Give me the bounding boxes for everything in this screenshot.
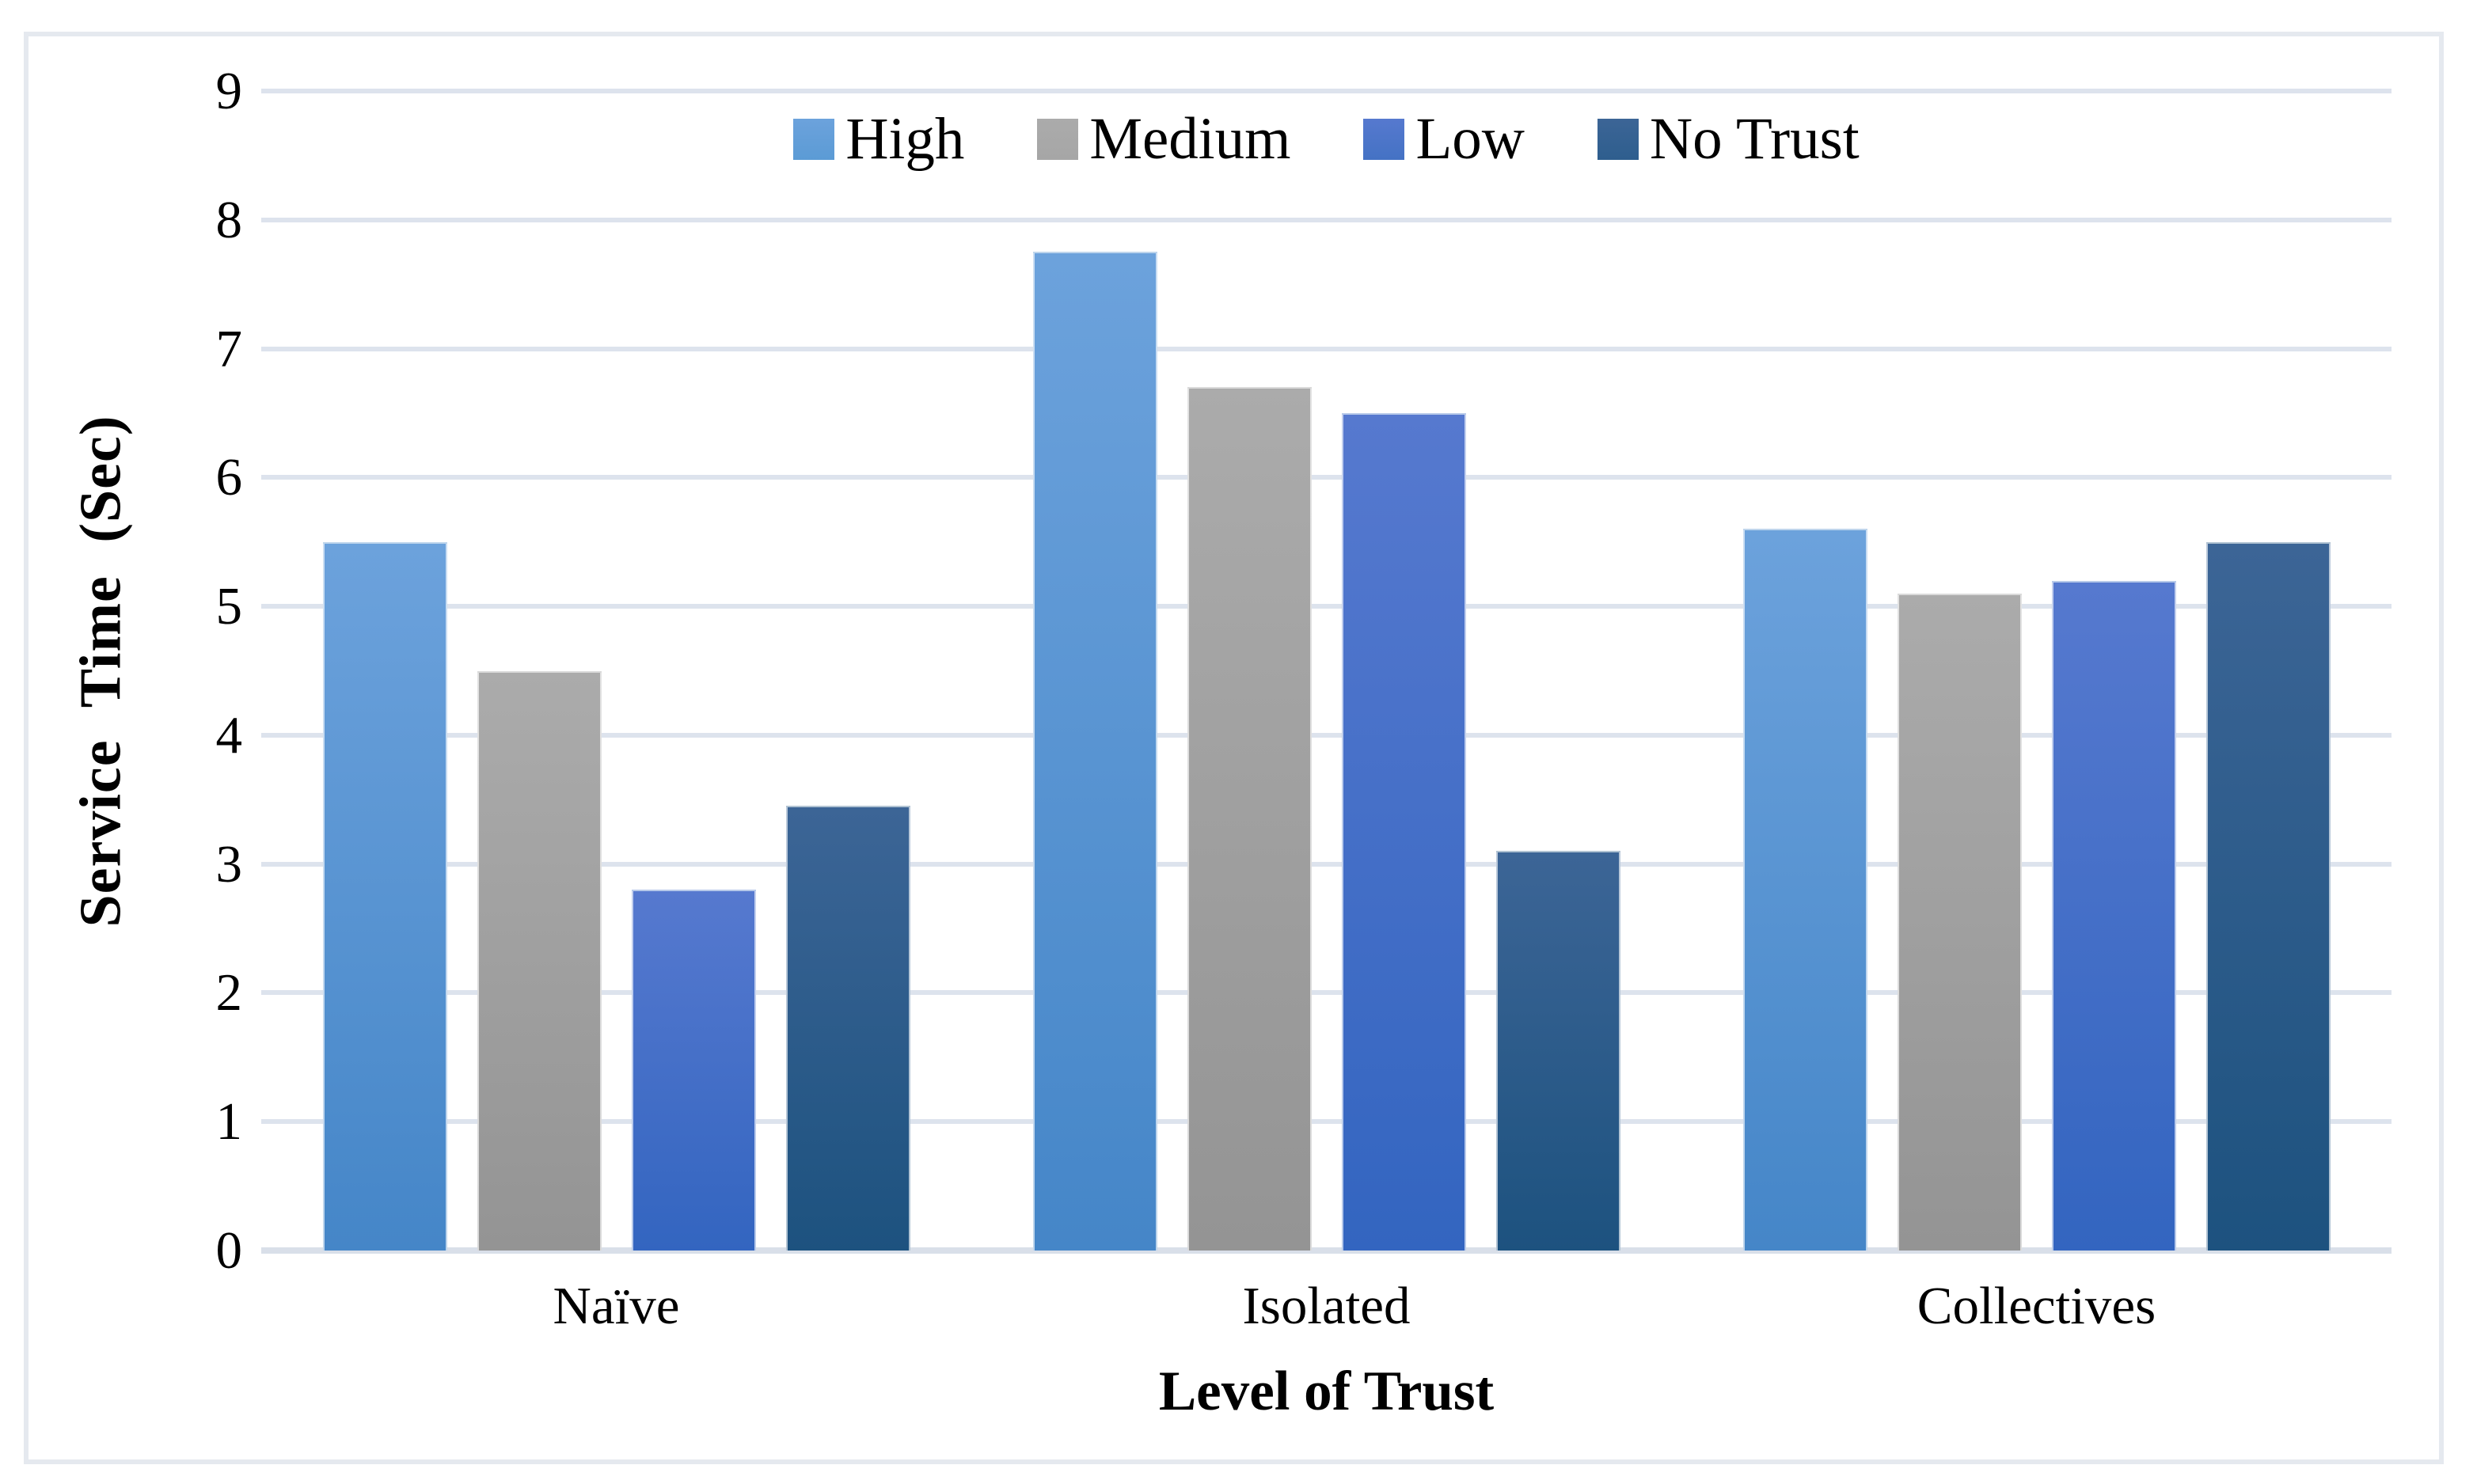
bar-medium-na-ve — [477, 670, 602, 1251]
plot-area: 0 1 2 3 4 5 6 7 8 9 — [216, 65, 2392, 1277]
y-tick-label-6: 6 — [215, 448, 243, 507]
legend-label-no-trust: No Trust — [1649, 106, 1860, 172]
y-tick-label-3: 3 — [215, 834, 243, 894]
bar-no-trust-isolated — [1495, 851, 1620, 1251]
bar-high-collectives — [1742, 529, 1867, 1251]
legend-label-medium: Medium — [1089, 106, 1291, 172]
legend-item-no-trust: No Trust — [1597, 106, 1860, 172]
y-tick-label-2: 2 — [215, 963, 243, 1023]
gridline — [261, 1119, 2392, 1125]
gridline — [261, 732, 2392, 738]
legend-swatch-medium — [1037, 118, 1079, 160]
bar-high-isolated — [1032, 252, 1157, 1251]
legend-item-high: High — [793, 109, 964, 169]
y-tick-label-9: 9 — [215, 62, 243, 120]
bar-low-isolated — [1341, 412, 1466, 1251]
y-tick-label-7: 7 — [215, 319, 243, 378]
gridline — [261, 217, 2392, 222]
legend-swatch-high — [793, 118, 835, 160]
bar-groups — [261, 91, 2392, 1251]
x-tick-label-na-ve: Naïve — [553, 1277, 680, 1335]
legend-label-high: High — [845, 106, 965, 172]
bar-group-na-ve — [261, 91, 971, 1251]
y-tick-label-5: 5 — [215, 577, 243, 636]
bar-medium-collectives — [1897, 593, 2022, 1251]
bar-low-collectives — [2051, 580, 2176, 1251]
y-tick-label-8: 8 — [215, 190, 243, 249]
x-axis-title: Level of Trust — [1158, 1361, 1495, 1422]
gridline — [261, 475, 2392, 480]
gridline — [261, 346, 2392, 351]
bar-group-collectives — [1681, 91, 2392, 1251]
legend-item-medium: Medium — [1037, 109, 1290, 169]
legend-item-low: Low — [1363, 106, 1525, 172]
bar-medium-isolated — [1187, 387, 1312, 1251]
gridline — [261, 861, 2392, 867]
legend: High Medium Low No Trust — [261, 109, 2392, 169]
bar-group-isolated — [971, 91, 1681, 1251]
y-axis-title: Service Time (Sec) — [68, 415, 134, 928]
bar-high-na-ve — [322, 541, 447, 1251]
x-axis-line — [261, 1247, 2392, 1254]
y-tick-label-1: 1 — [215, 1092, 243, 1152]
gridline — [261, 89, 2392, 93]
x-axis-category-labels: Naïve Isolated Collectives — [261, 1276, 2392, 1337]
x-tick-label-collectives: Collectives — [1917, 1277, 2156, 1335]
legend-swatch-low — [1363, 118, 1405, 160]
bar-no-trust-na-ve — [785, 806, 910, 1251]
bar-no-trust-collectives — [2205, 541, 2331, 1251]
legend-label-low: Low — [1415, 106, 1525, 172]
y-tick-label-4: 4 — [215, 705, 243, 765]
bar-low-na-ve — [631, 890, 756, 1251]
gridline — [261, 604, 2392, 609]
x-tick-label-isolated: Isolated — [1242, 1277, 1411, 1335]
gridline — [261, 990, 2392, 996]
y-tick-label-0: 0 — [215, 1221, 243, 1280]
legend-swatch-no-trust — [1597, 118, 1639, 160]
